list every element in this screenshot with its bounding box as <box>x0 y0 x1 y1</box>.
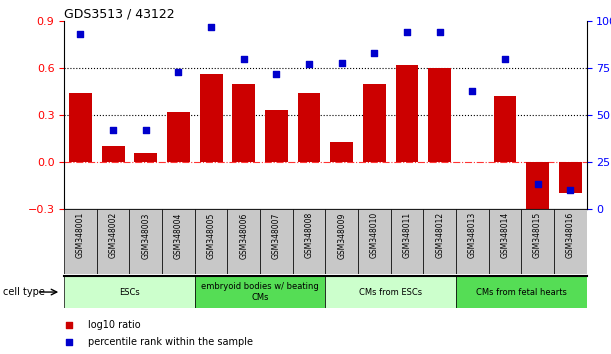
Text: ESCs: ESCs <box>119 287 140 297</box>
Bar <box>265 110 288 162</box>
Text: GSM348008: GSM348008 <box>304 212 313 258</box>
Point <box>337 60 346 65</box>
Text: CMs from ESCs: CMs from ESCs <box>359 287 422 297</box>
Bar <box>559 162 582 193</box>
Bar <box>162 209 195 274</box>
Bar <box>101 146 125 162</box>
Point <box>206 24 216 30</box>
Point <box>65 339 75 344</box>
Text: GSM348014: GSM348014 <box>500 212 510 258</box>
Text: CMs from fetal hearts: CMs from fetal hearts <box>476 287 566 297</box>
Text: GSM348012: GSM348012 <box>435 212 444 258</box>
Point <box>108 127 118 133</box>
Point <box>500 56 510 62</box>
Text: percentile rank within the sample: percentile rank within the sample <box>87 337 253 347</box>
Bar <box>456 209 489 274</box>
Bar <box>331 142 353 162</box>
Bar <box>69 93 92 162</box>
Bar <box>390 209 423 274</box>
Point <box>239 56 249 62</box>
Bar <box>298 93 320 162</box>
Bar <box>97 209 130 274</box>
Bar <box>358 209 390 274</box>
Bar <box>363 84 386 162</box>
Bar <box>134 153 157 162</box>
Bar <box>489 209 521 274</box>
Bar <box>325 209 358 274</box>
Text: GSM348001: GSM348001 <box>76 212 85 258</box>
Text: GSM348007: GSM348007 <box>272 212 281 258</box>
Text: GSM348013: GSM348013 <box>468 212 477 258</box>
Text: GDS3513 / 43122: GDS3513 / 43122 <box>64 7 175 20</box>
Bar <box>526 162 549 217</box>
Bar <box>64 209 97 274</box>
Point <box>271 71 281 76</box>
Bar <box>227 209 260 274</box>
Point <box>174 69 183 75</box>
Text: GSM348015: GSM348015 <box>533 212 542 258</box>
Text: GSM348010: GSM348010 <box>370 212 379 258</box>
Point <box>435 30 445 35</box>
Bar <box>232 84 255 162</box>
Bar <box>494 96 516 162</box>
Text: GSM348009: GSM348009 <box>337 212 346 258</box>
Bar <box>167 112 190 162</box>
Text: GSM348011: GSM348011 <box>403 212 411 258</box>
Point <box>304 62 314 67</box>
Text: GSM348016: GSM348016 <box>566 212 575 258</box>
Text: GSM348004: GSM348004 <box>174 212 183 258</box>
Bar <box>130 209 162 274</box>
Bar <box>64 276 195 308</box>
Text: log10 ratio: log10 ratio <box>87 320 141 330</box>
Text: embryoid bodies w/ beating
CMs: embryoid bodies w/ beating CMs <box>201 282 319 302</box>
Bar <box>395 65 419 162</box>
Bar <box>456 276 587 308</box>
Bar <box>521 209 554 274</box>
Bar <box>325 276 456 308</box>
Point <box>76 32 86 37</box>
Bar <box>200 74 222 162</box>
Text: cell type: cell type <box>3 287 45 297</box>
Bar <box>195 209 227 274</box>
Point <box>533 182 543 187</box>
Point <box>467 88 477 93</box>
Bar <box>554 209 587 274</box>
Text: GSM348003: GSM348003 <box>141 212 150 258</box>
Bar <box>195 276 325 308</box>
Bar <box>428 68 451 162</box>
Point <box>370 50 379 56</box>
Bar <box>293 209 325 274</box>
Point <box>141 127 151 133</box>
Bar <box>423 209 456 274</box>
Point <box>402 30 412 35</box>
Text: GSM348005: GSM348005 <box>207 212 216 258</box>
Point <box>565 187 575 193</box>
Text: GSM348002: GSM348002 <box>109 212 118 258</box>
Text: GSM348006: GSM348006 <box>240 212 248 258</box>
Point <box>65 322 75 328</box>
Bar <box>260 209 293 274</box>
